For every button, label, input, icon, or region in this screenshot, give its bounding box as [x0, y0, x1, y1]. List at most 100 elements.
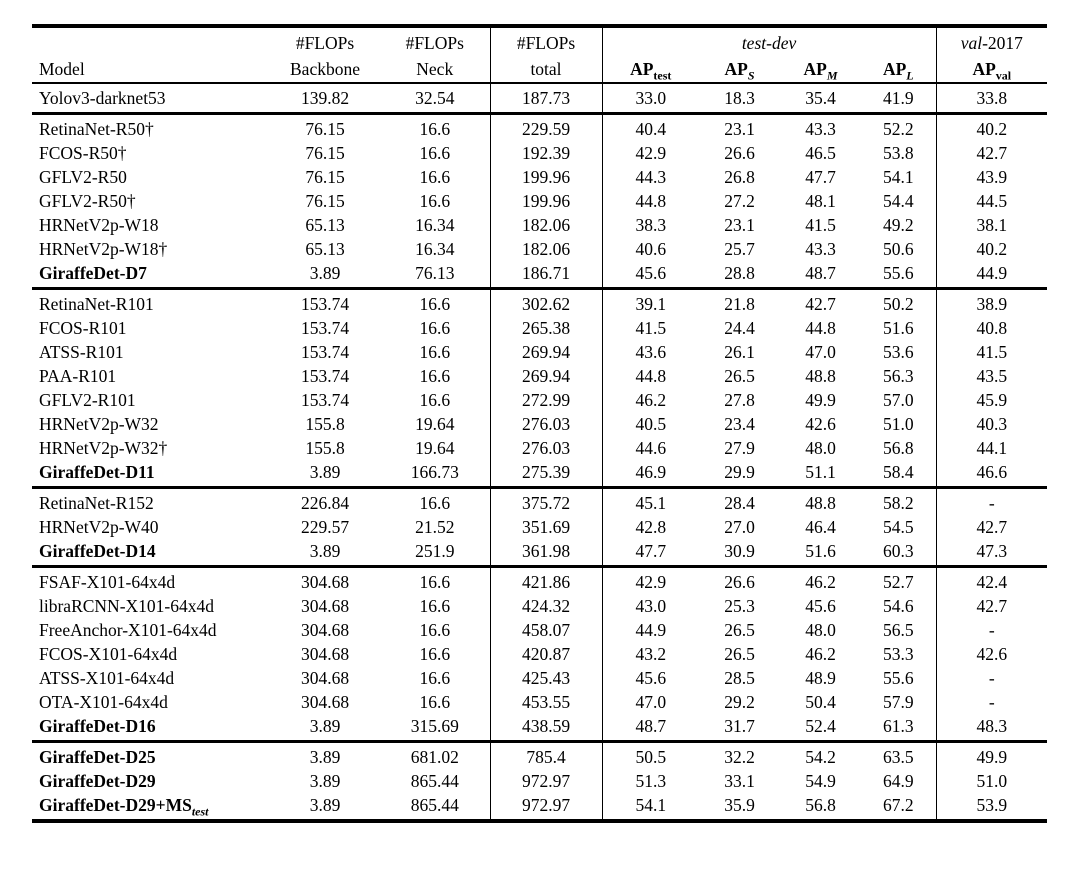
cell-ap-s: 25.7 [724, 239, 755, 259]
cell-ap-l: 56.3 [861, 364, 937, 388]
cell-neck: 865.44 [380, 769, 491, 793]
cell-neck: 16.6 [380, 388, 491, 412]
cell-ap-s: 28.4 [724, 493, 755, 513]
cell-backbone: 153.74 [300, 318, 350, 338]
cell-backbone: 139.82 [300, 88, 350, 108]
cell-ap-m: 42.6 [805, 414, 836, 434]
cell-ap-val: 43.5 [976, 366, 1008, 386]
row-group-5: FSAF-X101-64x4d 304.68 16.6 421.86 42.9 26.6 4… [32, 566, 1048, 742]
cell-backbone: 153.74 [300, 342, 350, 362]
model-name: PAA-R101 [39, 366, 117, 386]
cell-ap-l: 55.6 [861, 666, 937, 690]
cell-ap-m: 56.8 [805, 795, 836, 815]
cell-total: 186.71 [490, 261, 603, 289]
cell-neck: 16.6 [380, 340, 491, 364]
cell-backbone: 3.89 [309, 795, 341, 815]
cell-ap-l: 54.4 [861, 189, 937, 213]
model-name: HRNetV2p-W32 [39, 414, 159, 434]
cell-ap-test: 38.3 [635, 215, 667, 235]
cell-ap-test: 46.9 [635, 462, 667, 482]
cell-backbone: 229.57 [300, 517, 350, 537]
model-name: GiraffeDet-D7 [39, 263, 147, 283]
ap-label: AP [882, 58, 907, 79]
cell-backbone: 304.68 [300, 692, 350, 712]
column-header-ap-s: APS [699, 55, 780, 83]
table-row: FCOS-R50† 76.15 16.6 192.39 42.9 26.6 46.5 53.8… [32, 141, 1047, 165]
cell-backbone: 3.89 [309, 747, 341, 767]
cell-total: 302.62 [490, 288, 603, 316]
cell-ap-l: 64.9 [861, 769, 937, 793]
cell-ap-test: 42.9 [635, 143, 667, 163]
cell-total: 265.38 [490, 316, 603, 340]
model-name: GFLV2-R101 [39, 390, 136, 410]
cell-ap-m: 44.8 [805, 318, 836, 338]
cell-ap-val: 38.1 [976, 215, 1008, 235]
cell-ap-val: 40.8 [976, 318, 1008, 338]
cell-ap-m: 49.9 [805, 390, 836, 410]
cell-ap-l: 58.2 [861, 487, 937, 515]
val-year: -2017 [982, 33, 1023, 53]
cell-ap-l: 49.2 [861, 213, 937, 237]
cell-ap-s: 21.8 [724, 294, 755, 314]
ap-val-subscript: val [995, 68, 1012, 82]
cell-ap-s: 32.2 [724, 747, 755, 767]
cell-neck: 21.52 [380, 515, 491, 539]
cell-ap-l: 67.2 [861, 793, 937, 821]
cell-neck: 16.6 [380, 690, 491, 714]
model-name-subscript: test [191, 804, 209, 819]
cell-ap-m: 48.8 [805, 366, 836, 386]
cell-model: FCOS-R101 [32, 316, 270, 340]
cell-ap-s: 30.9 [724, 541, 755, 561]
cell-backbone: 65.13 [305, 239, 345, 259]
model-name: HRNetV2p-W40 [39, 517, 159, 537]
cell-ap-l: 54.1 [861, 165, 937, 189]
results-table: #FLOPs #FLOPs #FLOPs test-dev val-2017 M… [32, 24, 1048, 823]
cell-ap-m: 46.5 [805, 143, 836, 163]
cell-total: 785.4 [490, 741, 603, 769]
cell-model: GFLV2-R50 [32, 165, 270, 189]
cell-backbone: 304.68 [300, 620, 350, 640]
cell-total: 182.06 [490, 237, 603, 261]
model-name: GiraffeDet-D29 [39, 771, 156, 791]
model-name: HRNetV2p-W18† [39, 239, 168, 259]
cell-neck: 16.6 [380, 487, 491, 515]
cell-ap-test: 40.4 [635, 119, 667, 139]
cell-ap-m: 47.7 [805, 167, 836, 187]
cell-backbone: 155.8 [305, 414, 345, 434]
cell-model: FCOS-X101-64x4d [32, 642, 270, 666]
cell-ap-val: - [988, 668, 995, 688]
cell-ap-m: 46.2 [805, 572, 836, 592]
cell-ap-s: 26.1 [724, 342, 755, 362]
table-row: FreeAnchor-X101-64x4d 304.68 16.6 458.07 44.… [32, 618, 1047, 642]
cell-ap-val: 42.4 [976, 572, 1008, 592]
cell-ap-m: 43.3 [805, 239, 836, 259]
cell-ap-s: 23.1 [724, 119, 755, 139]
model-name: RetinaNet-R152 [39, 493, 154, 513]
ap-l-subscript: L [906, 68, 914, 82]
model-name: RetinaNet-R50† [39, 119, 154, 139]
cell-model: GiraffeDet-D29+MStest [32, 793, 270, 821]
cell-model: PAA-R101 [32, 364, 270, 388]
cell-ap-m: 47.0 [805, 342, 836, 362]
cell-ap-s: 26.8 [724, 167, 755, 187]
cell-ap-test: 40.5 [635, 414, 667, 434]
cell-total: 351.69 [490, 515, 603, 539]
cell-total: 269.94 [490, 340, 603, 364]
cell-model: RetinaNet-R101 [32, 289, 270, 317]
cell-total: 420.87 [490, 642, 603, 666]
cell-backbone: 226.84 [300, 493, 350, 513]
cell-ap-m: 45.6 [805, 596, 836, 616]
cell-neck: 16.6 [380, 189, 491, 213]
cell-ap-l: 51.6 [861, 316, 937, 340]
cell-backbone: 76.15 [305, 191, 345, 211]
ap-label: AP [972, 58, 996, 79]
cell-backbone: 76.15 [305, 167, 345, 187]
cell-ap-val: 47.3 [976, 541, 1008, 561]
table-row: HRNetV2p-W32† 155.8 19.64 276.03 44.6 27.9 48.… [32, 436, 1047, 460]
cell-ap-test: 47.0 [635, 692, 667, 712]
cell-ap-test: 54.1 [635, 795, 667, 815]
cell-neck: 16.34 [380, 213, 491, 237]
cell-ap-s: 27.2 [724, 191, 755, 211]
cell-neck: 865.44 [380, 793, 491, 821]
table-row: HRNetV2p-W32 155.8 19.64 276.03 40.5 23.4 42.6… [32, 412, 1047, 436]
